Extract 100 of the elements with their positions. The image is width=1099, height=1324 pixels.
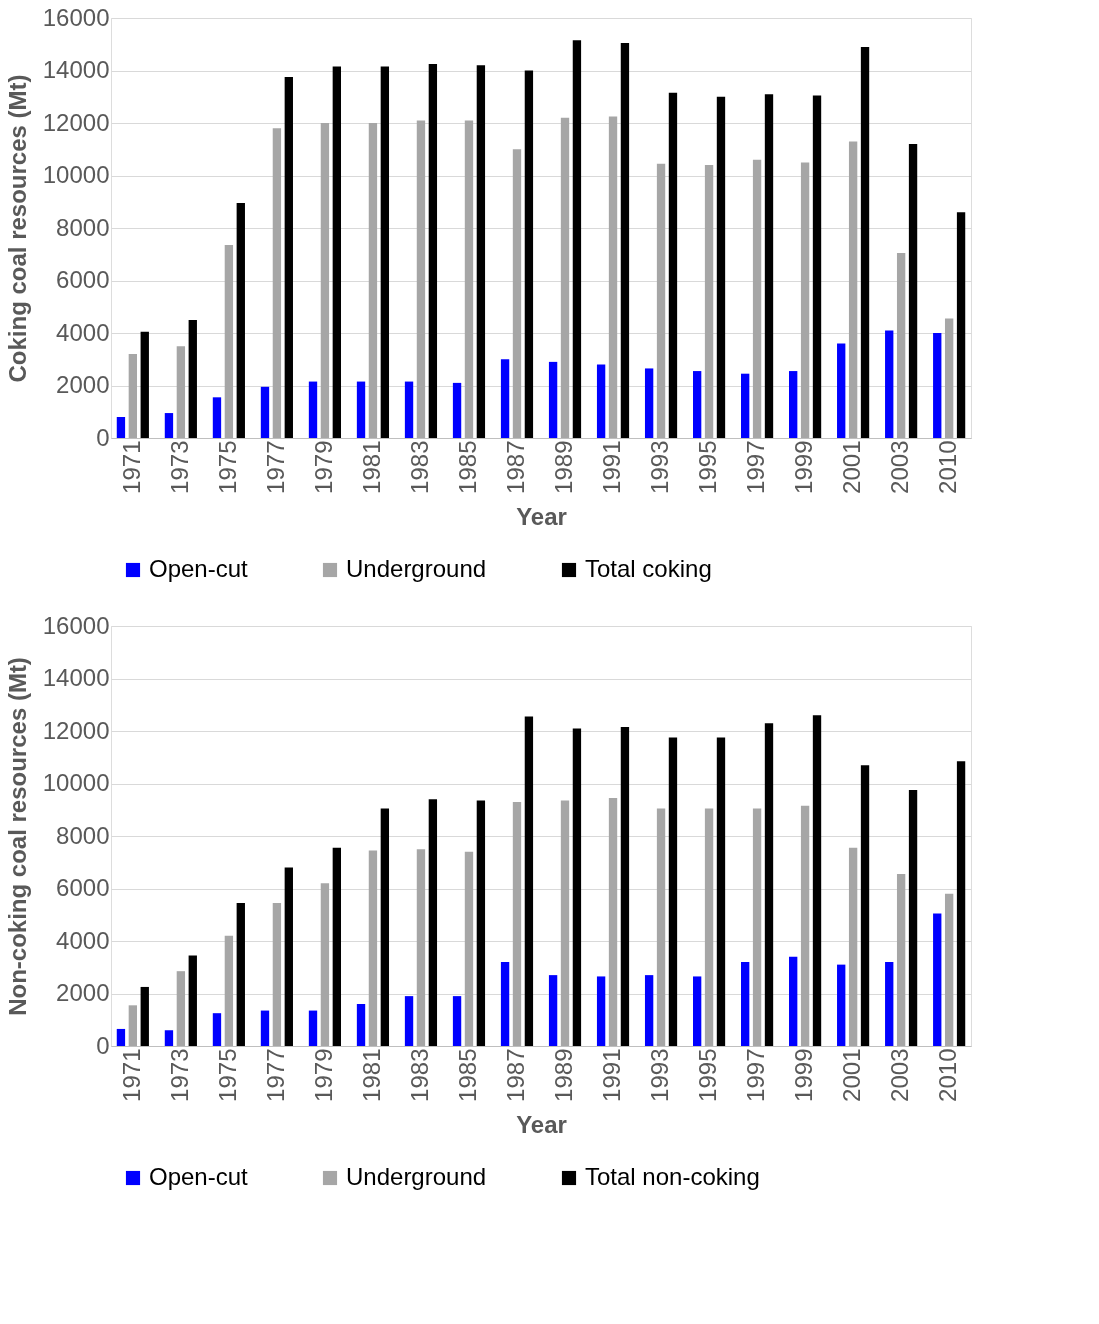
x-tick-label: 1977 bbox=[261, 1048, 289, 1102]
bar bbox=[320, 883, 330, 1046]
y-tick-label: 6000 bbox=[56, 266, 110, 293]
bar bbox=[848, 847, 858, 1046]
bar bbox=[668, 92, 678, 438]
bar bbox=[668, 737, 678, 1046]
bar bbox=[236, 203, 245, 438]
x-tick-label: 1995 bbox=[694, 1048, 722, 1102]
bar bbox=[908, 790, 918, 1046]
x-tick-label: 1985 bbox=[453, 1048, 481, 1102]
y-tick-label: 8000 bbox=[56, 821, 110, 849]
bar bbox=[476, 65, 486, 438]
bar bbox=[260, 386, 270, 438]
bar bbox=[837, 343, 846, 438]
x-tick-label: 1997 bbox=[742, 1048, 770, 1102]
bar bbox=[212, 1013, 222, 1046]
bar bbox=[176, 971, 186, 1046]
bar bbox=[236, 902, 245, 1046]
x-tick-label: 2003 bbox=[886, 440, 914, 494]
x-tick-label: 2001 bbox=[838, 440, 866, 494]
bar bbox=[740, 373, 750, 438]
x-tick-label: 1983 bbox=[405, 1048, 433, 1102]
x-tick-label: 2010 bbox=[934, 440, 962, 494]
x-tick-label: 2001 bbox=[838, 1048, 866, 1102]
y-tick-label: 6000 bbox=[56, 874, 110, 901]
x-tick-label: 1977 bbox=[261, 440, 289, 494]
legend-label: Underground bbox=[346, 1163, 487, 1190]
x-tick-label: 1975 bbox=[213, 440, 241, 494]
bar bbox=[644, 368, 654, 438]
x-tick-label: 1979 bbox=[309, 1048, 337, 1102]
bar bbox=[128, 1005, 138, 1046]
bar bbox=[416, 849, 426, 1046]
y-tick-label: 16000 bbox=[42, 611, 110, 639]
x-tick-label: 1997 bbox=[742, 440, 770, 494]
bar bbox=[188, 319, 197, 438]
bar bbox=[848, 141, 858, 438]
y-tick-label: 12000 bbox=[42, 716, 110, 744]
x-tick-label: 1973 bbox=[165, 440, 193, 494]
bar bbox=[740, 962, 750, 1046]
y-tick-label: 4000 bbox=[56, 318, 110, 346]
x-tick-label: 2010 bbox=[934, 1048, 962, 1102]
bar bbox=[944, 318, 954, 438]
bar bbox=[428, 799, 438, 1046]
y-tick-label: 0 bbox=[96, 423, 110, 451]
y-tick-label: 10000 bbox=[42, 769, 110, 796]
bar bbox=[356, 381, 366, 438]
bar bbox=[933, 333, 942, 438]
bar bbox=[524, 716, 534, 1046]
bar bbox=[512, 149, 522, 438]
x-tick-label: 1991 bbox=[598, 1048, 626, 1102]
bar bbox=[548, 361, 558, 438]
x-tick-label: 1979 bbox=[309, 440, 337, 494]
y-axis-title: Coking coal resources (Mt) bbox=[3, 74, 31, 383]
bar bbox=[140, 331, 149, 438]
bar bbox=[524, 70, 534, 438]
bar bbox=[452, 996, 462, 1046]
x-tick-label: 1989 bbox=[550, 1048, 578, 1102]
y-tick-label: 2000 bbox=[56, 371, 110, 398]
bar bbox=[789, 371, 798, 438]
bar bbox=[800, 162, 810, 438]
bar bbox=[284, 867, 293, 1046]
bar bbox=[933, 913, 942, 1046]
bar bbox=[608, 116, 618, 438]
bar bbox=[656, 163, 666, 438]
bar bbox=[500, 962, 510, 1046]
x-tick-label: 1985 bbox=[453, 440, 481, 494]
x-tick-label: 1987 bbox=[501, 440, 529, 494]
bar bbox=[512, 801, 522, 1046]
bar bbox=[452, 382, 462, 438]
x-tick-label: 1993 bbox=[646, 1048, 674, 1102]
bar bbox=[860, 46, 870, 438]
legend-label: Open-cut bbox=[149, 555, 249, 582]
bar bbox=[116, 1028, 126, 1046]
bar bbox=[752, 808, 762, 1046]
x-tick-label: 1981 bbox=[357, 1048, 385, 1102]
bar bbox=[140, 986, 149, 1046]
bar bbox=[752, 159, 762, 438]
bar bbox=[368, 123, 378, 438]
bar bbox=[560, 800, 570, 1046]
x-tick-label: 1999 bbox=[790, 440, 818, 494]
bar bbox=[896, 874, 906, 1046]
bar bbox=[608, 797, 618, 1046]
bar bbox=[368, 850, 378, 1046]
bar bbox=[764, 94, 774, 438]
y-tick-label: 2000 bbox=[56, 979, 110, 1006]
x-tick-label: 1971 bbox=[117, 440, 145, 494]
bar bbox=[644, 975, 654, 1046]
bar bbox=[464, 120, 474, 438]
bar bbox=[692, 371, 702, 438]
bar bbox=[560, 117, 570, 438]
bar bbox=[308, 1010, 318, 1046]
bar bbox=[596, 364, 606, 438]
y-tick-label: 12000 bbox=[42, 108, 110, 136]
y-tick-label: 10000 bbox=[42, 161, 110, 188]
legend-label: Open-cut bbox=[149, 1163, 249, 1190]
bar bbox=[164, 1030, 174, 1046]
y-tick-label: 16000 bbox=[42, 3, 110, 31]
bar bbox=[764, 723, 774, 1046]
bar bbox=[116, 417, 126, 438]
bar bbox=[308, 381, 318, 438]
